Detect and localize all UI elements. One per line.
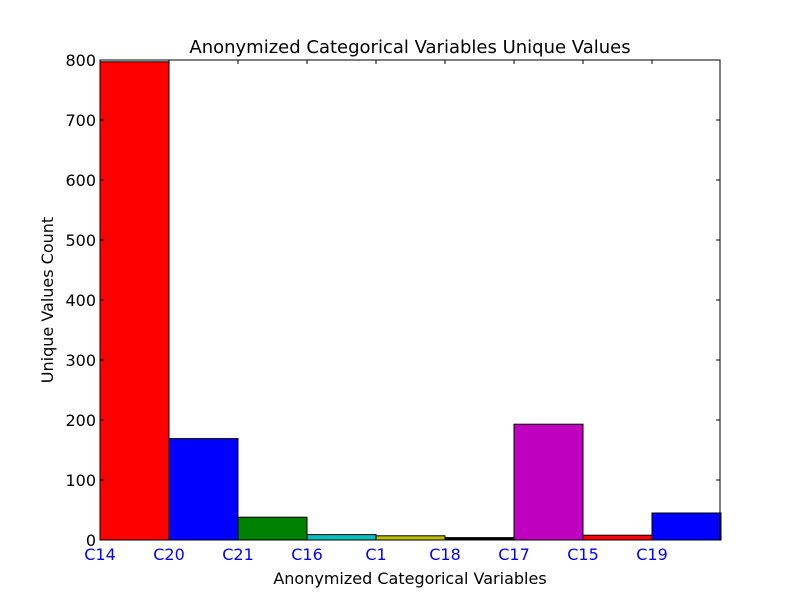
y-tick-label: 600 bbox=[65, 171, 96, 190]
x-tick-label: C20 bbox=[153, 545, 185, 564]
plot-frame bbox=[99, 59, 721, 541]
bars-layer bbox=[99, 61, 722, 541]
y-tick-label: 0 bbox=[86, 531, 96, 550]
bar-c14 bbox=[99, 61, 170, 541]
y-tick-label: 700 bbox=[65, 111, 96, 130]
x-axis-label: Anonymized Categorical Variables bbox=[273, 569, 546, 588]
x-tick-label: C1 bbox=[365, 545, 386, 564]
y-tick-label: 400 bbox=[65, 291, 96, 310]
ticks-layer: C14 C20 C21 C16 C1 C18 C17 C15 C19 0 100 200 300 400 5… bbox=[65, 51, 720, 564]
bar-c16 bbox=[306, 534, 377, 541]
bar-c21 bbox=[237, 516, 308, 541]
x-tick-label: C19 bbox=[636, 545, 668, 564]
bar-c20 bbox=[168, 438, 239, 541]
bar-c17 bbox=[513, 423, 584, 541]
y-tick-label: 100 bbox=[65, 471, 96, 490]
x-tick-label: C17 bbox=[498, 545, 530, 564]
y-tick-label: 300 bbox=[65, 351, 96, 370]
y-tick-label: 500 bbox=[65, 231, 96, 250]
bar-c19 bbox=[651, 512, 722, 541]
chart-title: Anonymized Categorical Variables Unique … bbox=[189, 37, 630, 58]
y-tick-label: 200 bbox=[65, 411, 96, 430]
bar-c15 bbox=[582, 534, 653, 541]
x-tick-label: C15 bbox=[567, 545, 599, 564]
x-tick-label: C21 bbox=[222, 545, 254, 564]
x-tick-label: C16 bbox=[291, 545, 323, 564]
x-tick-label: C14 bbox=[84, 545, 116, 564]
x-tick-label: C18 bbox=[429, 545, 461, 564]
y-axis-label: Unique Values Count bbox=[38, 217, 57, 383]
y-tick-label: 800 bbox=[65, 51, 96, 70]
bar-c1 bbox=[375, 535, 446, 541]
